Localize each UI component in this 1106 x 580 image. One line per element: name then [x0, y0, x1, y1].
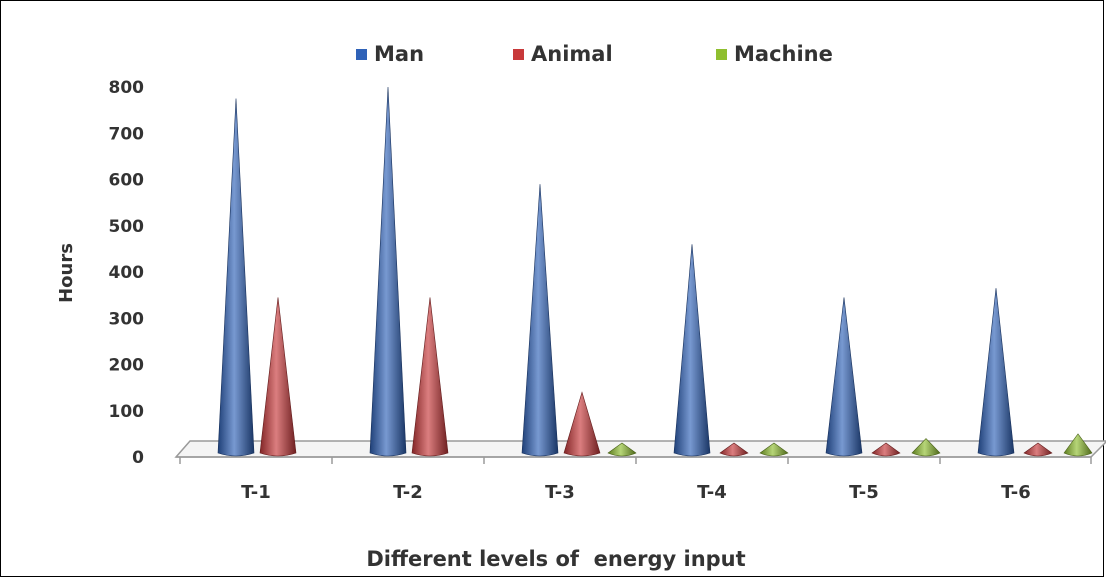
bar-machine — [1063, 433, 1093, 457]
y-axis: 0 100 200 300 400 500 600 700 800 — [109, 78, 145, 468]
bar-man — [521, 184, 559, 457]
y-tick-label: 0 — [132, 448, 144, 468]
y-tick-label: 800 — [109, 78, 145, 98]
legend-swatch — [356, 49, 367, 60]
bar-man — [673, 244, 711, 457]
x-tick-label: T-5 — [849, 482, 879, 503]
x-tick-label: T-3 — [545, 482, 575, 503]
legend-item-machine: Machine — [716, 42, 833, 66]
x-tick-label: T-2 — [393, 482, 423, 503]
legend-label: Machine — [734, 42, 833, 66]
legend-label: Man — [374, 42, 424, 66]
x-tick-label: T-4 — [697, 482, 727, 503]
bar-animal — [259, 297, 297, 457]
y-tick-label: 600 — [109, 171, 145, 191]
legend-item-animal: Animal — [513, 42, 613, 66]
bar-man — [825, 297, 863, 457]
plot-area — [217, 86, 1093, 457]
y-tick-label: 500 — [109, 217, 145, 237]
y-tick-label: 700 — [109, 124, 145, 144]
x-axis: T-1 T-2 T-3 T-4 T-5 T-6 — [176, 456, 1092, 503]
legend-label: Animal — [531, 42, 613, 66]
y-tick-label: 100 — [109, 402, 145, 422]
y-axis-title: Hours — [56, 243, 77, 303]
y-tick-label: 200 — [109, 356, 145, 376]
legend-swatch — [716, 49, 727, 60]
floor-plane — [174, 440, 1106, 458]
x-tick-label: T-1 — [241, 482, 271, 503]
bar-animal — [719, 442, 749, 457]
bar-animal — [871, 442, 901, 457]
bar-machine — [607, 442, 637, 457]
legend-item-man: Man — [356, 42, 424, 66]
bar-man — [217, 98, 255, 457]
y-tick-label: 300 — [109, 309, 145, 329]
chart-floor — [174, 440, 1106, 458]
x-tick-label: T-6 — [1001, 482, 1031, 503]
bar-animal — [563, 391, 601, 457]
bar-animal — [1023, 442, 1053, 457]
legend: Man Animal Machine — [356, 42, 833, 66]
bar-man — [977, 288, 1015, 457]
y-tick-label: 400 — [109, 263, 145, 283]
legend-swatch — [513, 49, 524, 60]
bar-machine — [759, 442, 789, 457]
bar-machine — [911, 438, 941, 457]
bar-animal — [411, 297, 449, 457]
x-axis-title: Different levels of energy input — [366, 547, 745, 571]
bar-man — [369, 86, 407, 457]
